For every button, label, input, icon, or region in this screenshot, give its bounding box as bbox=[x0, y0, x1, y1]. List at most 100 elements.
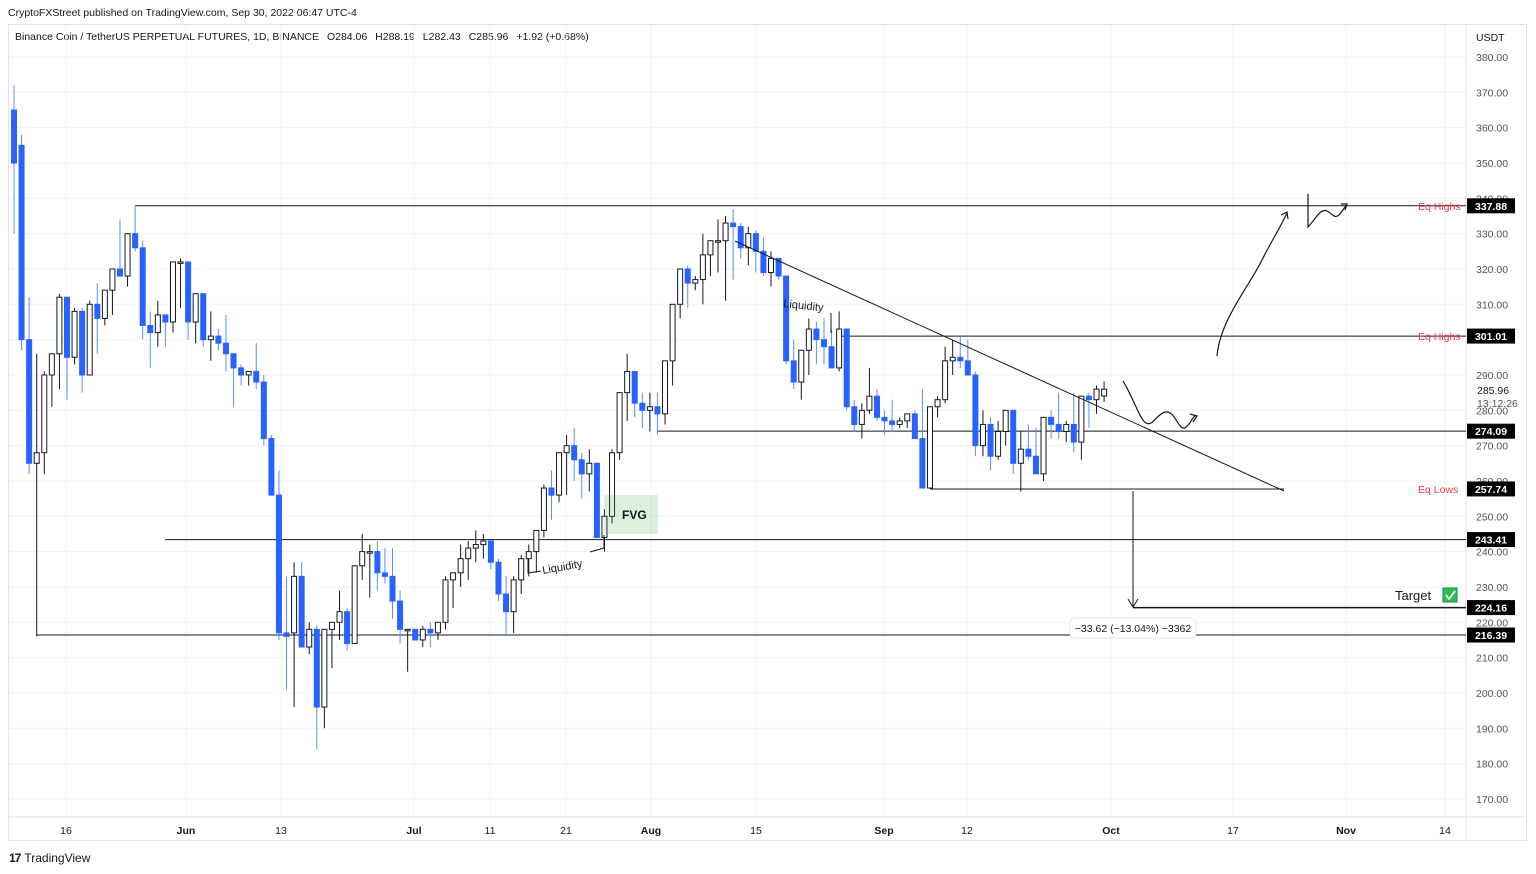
candle-up[interactable] bbox=[306, 628, 313, 648]
candle-down[interactable] bbox=[427, 628, 434, 634]
candle-up[interactable] bbox=[563, 445, 570, 454]
candle-down[interactable] bbox=[381, 572, 388, 577]
candle-up[interactable] bbox=[291, 575, 298, 634]
candle-up[interactable] bbox=[192, 293, 199, 323]
candle-up[interactable] bbox=[1040, 416, 1047, 475]
candle-up[interactable] bbox=[609, 452, 616, 517]
candle-down[interactable] bbox=[873, 395, 880, 418]
candle-up[interactable] bbox=[540, 487, 547, 531]
candle-down[interactable] bbox=[957, 356, 964, 362]
candle-down[interactable] bbox=[268, 438, 275, 496]
candle-down[interactable] bbox=[1032, 455, 1039, 475]
candle-up[interactable] bbox=[836, 328, 843, 369]
candle-up[interactable] bbox=[934, 399, 941, 408]
candle-up[interactable] bbox=[56, 296, 63, 355]
candle-down[interactable] bbox=[275, 494, 282, 634]
candle-up[interactable] bbox=[101, 289, 108, 319]
candle-up[interactable] bbox=[366, 551, 373, 554]
candle-down[interactable] bbox=[11, 109, 17, 164]
candle-up[interactable] bbox=[328, 621, 335, 630]
candle-down[interactable] bbox=[147, 325, 154, 334]
candle-down[interactable] bbox=[253, 370, 260, 383]
candle-down[interactable] bbox=[783, 275, 790, 362]
candle-down[interactable] bbox=[889, 420, 896, 425]
candle-down[interactable] bbox=[578, 459, 585, 475]
candle-up[interactable] bbox=[1078, 395, 1085, 443]
candle-up[interactable] bbox=[86, 303, 93, 376]
candle-down[interactable] bbox=[18, 144, 25, 341]
candle-up[interactable] bbox=[351, 565, 358, 644]
candle-down[interactable] bbox=[94, 303, 101, 319]
candle-down[interactable] bbox=[1025, 448, 1032, 457]
candle-up[interactable] bbox=[1063, 423, 1070, 432]
candle-up[interactable] bbox=[404, 628, 411, 632]
candle-down[interactable] bbox=[571, 445, 578, 461]
candle-up[interactable] bbox=[979, 423, 986, 447]
candle-down[interactable] bbox=[495, 561, 502, 595]
candle-down[interactable] bbox=[911, 413, 918, 440]
candle-up[interactable] bbox=[450, 572, 457, 581]
candle-down[interactable] bbox=[222, 342, 229, 355]
candle-up[interactable] bbox=[207, 335, 214, 341]
candle-down[interactable] bbox=[503, 593, 510, 613]
candle-up[interactable] bbox=[995, 430, 1002, 457]
candle-down[interactable] bbox=[389, 575, 396, 602]
candle-up[interactable] bbox=[472, 544, 479, 549]
candle-down[interactable] bbox=[1055, 423, 1062, 432]
candle-down[interactable] bbox=[919, 438, 926, 489]
candle-down[interactable] bbox=[964, 360, 971, 376]
candle-up[interactable] bbox=[109, 268, 116, 291]
candle-down[interactable] bbox=[63, 296, 70, 358]
candle-up[interactable] bbox=[949, 356, 956, 362]
candle-up[interactable] bbox=[419, 628, 426, 641]
candle-up[interactable] bbox=[434, 621, 441, 634]
candle-down[interactable] bbox=[260, 381, 267, 440]
candle-up[interactable] bbox=[699, 254, 706, 281]
candle-up[interactable] bbox=[646, 406, 653, 411]
candle-up[interactable] bbox=[896, 420, 903, 425]
candle-up[interactable] bbox=[677, 268, 684, 305]
candle-up[interactable] bbox=[662, 360, 669, 415]
candle-up[interactable] bbox=[48, 353, 55, 376]
candle-down[interactable] bbox=[654, 406, 661, 415]
candle-up[interactable] bbox=[805, 328, 812, 351]
candle-up[interactable] bbox=[798, 349, 805, 383]
candle-down[interactable] bbox=[215, 335, 222, 344]
candle-up[interactable] bbox=[124, 233, 131, 277]
candle-down[interactable] bbox=[132, 233, 139, 249]
candle-down[interactable] bbox=[116, 268, 123, 277]
candle-up[interactable] bbox=[480, 540, 487, 546]
candle-up[interactable] bbox=[768, 257, 774, 274]
candle-down[interactable] bbox=[283, 632, 290, 637]
candle-down[interactable] bbox=[298, 575, 305, 648]
candle-down[interactable] bbox=[760, 250, 767, 274]
candle-up[interactable] bbox=[616, 392, 623, 454]
candle-down[interactable] bbox=[737, 226, 744, 249]
candle-down[interactable] bbox=[881, 416, 888, 422]
candle-up[interactable] bbox=[359, 551, 366, 567]
candle-down[interactable] bbox=[139, 247, 146, 327]
candle-up[interactable] bbox=[533, 529, 540, 553]
candle-down[interactable] bbox=[752, 233, 759, 252]
candle-up[interactable] bbox=[525, 551, 532, 560]
candle-down[interactable] bbox=[1070, 423, 1077, 443]
candle-up[interactable] bbox=[715, 240, 722, 243]
candle-up[interactable] bbox=[457, 558, 464, 574]
candle-up[interactable] bbox=[154, 314, 161, 334]
candle-up[interactable] bbox=[510, 579, 517, 613]
candle-up[interactable] bbox=[745, 233, 752, 249]
candle-down[interactable] bbox=[1048, 416, 1055, 425]
candle-down[interactable] bbox=[313, 628, 320, 708]
candle-up[interactable] bbox=[926, 406, 933, 489]
candle-down[interactable] bbox=[162, 314, 169, 323]
candle-up[interactable] bbox=[942, 360, 949, 401]
candle-down[interactable] bbox=[730, 222, 737, 228]
candle-down[interactable] bbox=[1010, 409, 1017, 464]
candle-up[interactable] bbox=[722, 222, 729, 242]
candle-down[interactable] bbox=[200, 293, 207, 341]
candle-up[interactable] bbox=[586, 462, 593, 475]
candle-up[interactable] bbox=[33, 452, 40, 464]
candle-up[interactable] bbox=[518, 558, 525, 581]
candle-down[interactable] bbox=[987, 423, 994, 457]
